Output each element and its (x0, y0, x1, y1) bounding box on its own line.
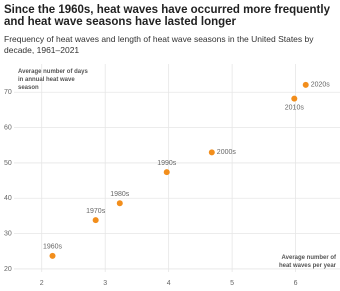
chart-title: Since the 1960s, heat waves have occurre… (4, 4, 330, 28)
x-tick-label: 3 (103, 280, 107, 287)
point-label: 2000s (217, 149, 237, 156)
point-label: 1970s (86, 208, 106, 215)
y-tick-label: 50 (4, 160, 12, 167)
x-tick-label: 4 (167, 280, 171, 287)
point (291, 95, 298, 102)
point-label: 1980s (110, 191, 130, 198)
x-axis-label: Average number of heat waves per year (278, 255, 336, 269)
point (302, 81, 309, 88)
y-tick-label: 60 (4, 124, 12, 131)
point-label: 1960s (43, 244, 63, 251)
point-label: 2010s (285, 104, 305, 111)
point (92, 217, 99, 224)
point (208, 149, 215, 156)
point-label: 2020s (311, 82, 331, 89)
point-label: 1990s (157, 160, 177, 167)
x-tick-label: 2 (40, 280, 44, 287)
point (163, 169, 170, 176)
x-tick-label: 6 (294, 280, 298, 287)
y-tick-label: 30 (4, 230, 12, 237)
x-tick-label: 5 (230, 280, 234, 287)
y-axis-label: Average number of days in annual heat wa… (18, 69, 88, 91)
chart-subtitle: Frequency of heat waves and length of he… (4, 34, 314, 55)
point (116, 200, 123, 207)
y-tick-label: 20 (4, 266, 12, 273)
y-tick-label: 70 (4, 89, 12, 96)
y-tick-label: 40 (4, 195, 12, 202)
point (49, 252, 56, 259)
